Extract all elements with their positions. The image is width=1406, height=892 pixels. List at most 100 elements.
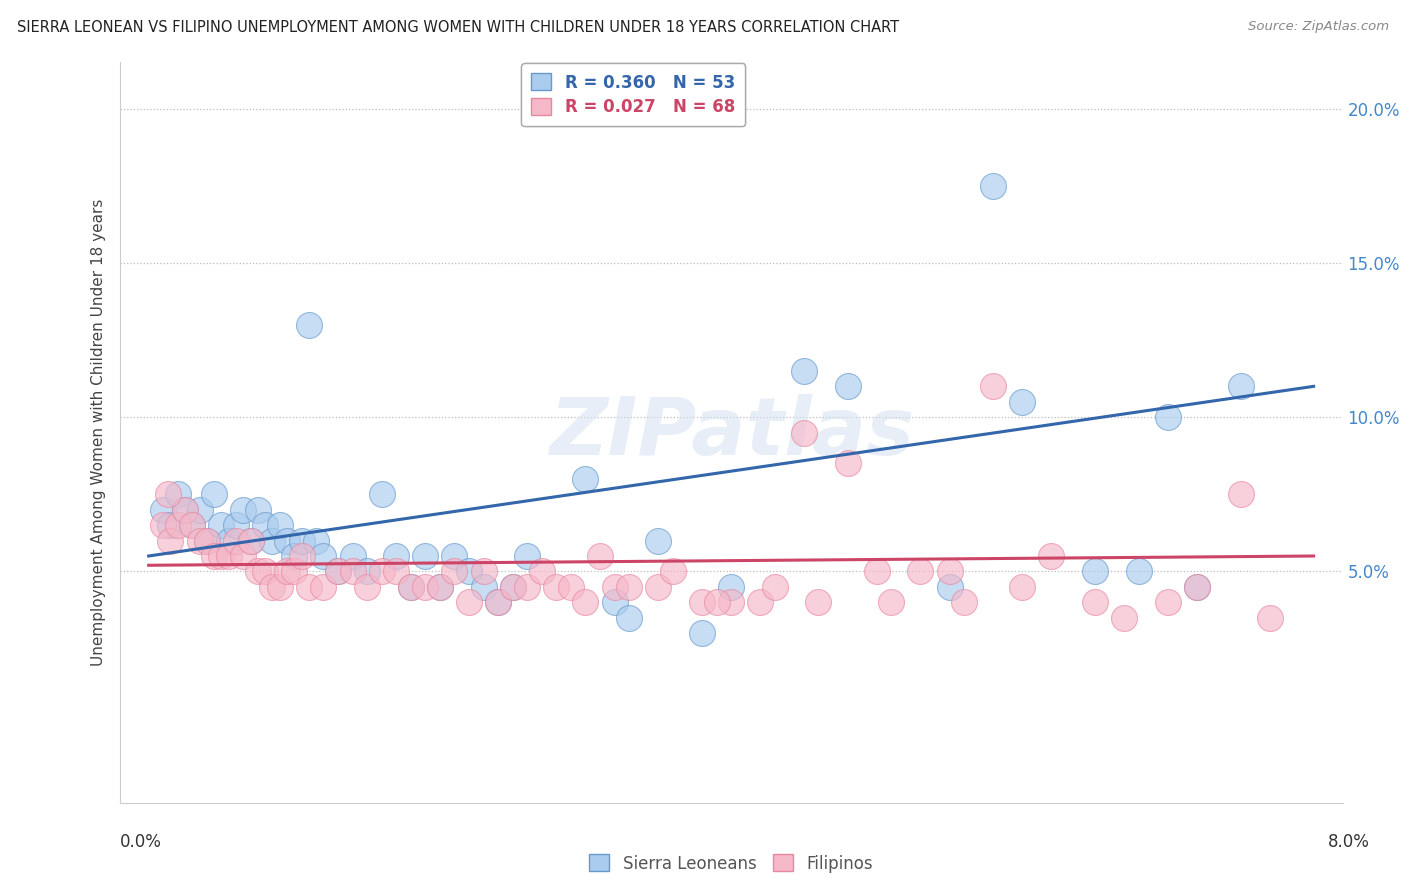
Point — [385, 549, 408, 563]
Point — [399, 580, 422, 594]
Point — [290, 533, 312, 548]
Point — [342, 549, 364, 563]
Point — [246, 565, 269, 579]
Point — [1114, 610, 1136, 624]
Point — [181, 518, 204, 533]
Point — [276, 533, 298, 548]
Point — [356, 580, 378, 594]
Point — [603, 595, 626, 609]
Point — [239, 533, 262, 548]
Point — [458, 565, 481, 579]
Point — [837, 457, 859, 471]
Point — [981, 379, 1004, 393]
Point — [1229, 487, 1253, 501]
Point — [619, 580, 641, 594]
Point — [298, 580, 321, 594]
Point — [269, 580, 291, 594]
Point — [152, 518, 174, 533]
Point — [706, 595, 728, 609]
Point — [254, 565, 277, 579]
Point — [690, 626, 713, 640]
Point — [283, 565, 305, 579]
Point — [152, 502, 174, 516]
Point — [1084, 565, 1107, 579]
Point — [326, 565, 349, 579]
Point — [619, 610, 641, 624]
Point — [1084, 595, 1107, 609]
Point — [472, 565, 495, 579]
Point — [225, 533, 247, 548]
Point — [276, 565, 298, 579]
Point — [211, 518, 233, 533]
Point — [1128, 565, 1150, 579]
Point — [188, 533, 211, 548]
Point — [574, 595, 596, 609]
Point — [502, 580, 524, 594]
Point — [720, 580, 742, 594]
Point — [385, 565, 408, 579]
Point — [181, 518, 204, 533]
Point — [202, 487, 225, 501]
Point — [546, 580, 568, 594]
Point — [218, 533, 240, 548]
Point — [1011, 580, 1033, 594]
Point — [195, 533, 218, 548]
Point — [342, 565, 364, 579]
Point — [370, 487, 392, 501]
Point — [443, 565, 465, 579]
Point — [763, 580, 786, 594]
Point — [574, 472, 596, 486]
Text: 0.0%: 0.0% — [120, 833, 162, 851]
Point — [1157, 595, 1180, 609]
Point — [720, 595, 742, 609]
Point — [298, 318, 321, 332]
Point — [312, 549, 335, 563]
Point — [690, 595, 713, 609]
Text: Source: ZipAtlas.com: Source: ZipAtlas.com — [1249, 20, 1389, 33]
Point — [399, 580, 422, 594]
Point — [232, 502, 254, 516]
Point — [910, 565, 932, 579]
Point — [188, 502, 211, 516]
Point — [1258, 610, 1281, 624]
Point — [516, 580, 538, 594]
Point — [749, 595, 772, 609]
Point — [202, 549, 225, 563]
Point — [415, 549, 437, 563]
Point — [981, 178, 1004, 193]
Point — [807, 595, 830, 609]
Point — [953, 595, 976, 609]
Point — [486, 595, 509, 609]
Point — [159, 533, 181, 548]
Point — [793, 425, 815, 440]
Point — [866, 565, 889, 579]
Point — [415, 580, 437, 594]
Point — [472, 580, 495, 594]
Point — [589, 549, 612, 563]
Point — [211, 549, 233, 563]
Point — [662, 565, 685, 579]
Point — [837, 379, 859, 393]
Point — [647, 533, 669, 548]
Point — [1011, 394, 1033, 409]
Text: 8.0%: 8.0% — [1327, 833, 1369, 851]
Point — [530, 565, 553, 579]
Point — [647, 580, 669, 594]
Point — [218, 549, 240, 563]
Point — [174, 502, 197, 516]
Point — [429, 580, 451, 594]
Text: SIERRA LEONEAN VS FILIPINO UNEMPLOYMENT AMONG WOMEN WITH CHILDREN UNDER 18 YEARS: SIERRA LEONEAN VS FILIPINO UNEMPLOYMENT … — [17, 20, 898, 35]
Legend: Sierra Leoneans, Filipinos: Sierra Leoneans, Filipinos — [582, 847, 880, 880]
Point — [370, 565, 392, 579]
Point — [429, 580, 451, 594]
Point — [1040, 549, 1063, 563]
Point — [232, 549, 254, 563]
Point — [938, 565, 960, 579]
Point — [793, 364, 815, 378]
Point — [356, 565, 378, 579]
Point — [443, 549, 465, 563]
Point — [156, 487, 179, 501]
Point — [516, 549, 538, 563]
Point — [239, 533, 262, 548]
Point — [254, 518, 277, 533]
